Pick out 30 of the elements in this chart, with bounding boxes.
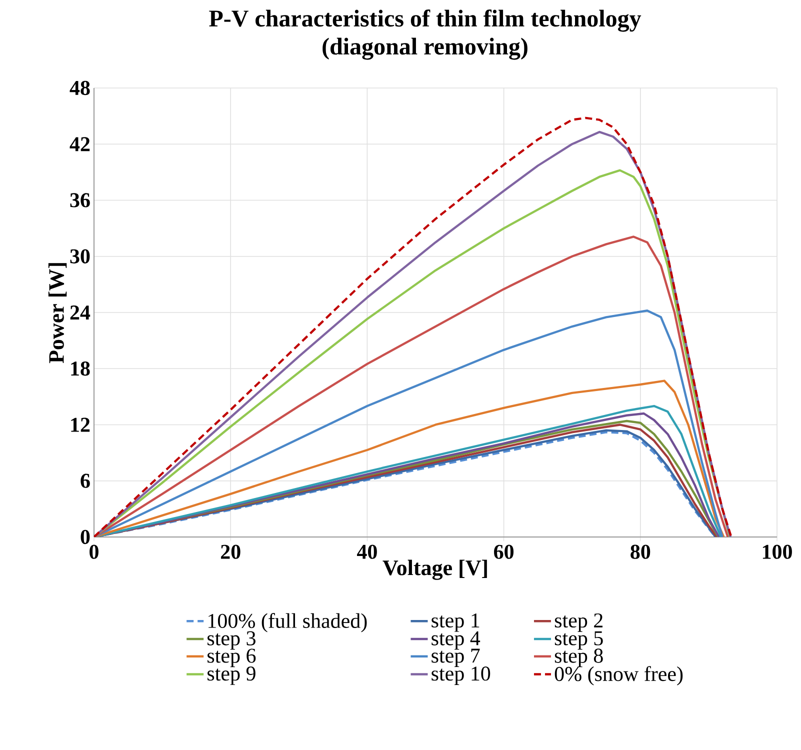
chart-subtitle: (diagonal removing) (322, 38, 528, 60)
x-tick-label: 80 (630, 544, 650, 559)
y-axis-title: Power [W] (48, 263, 67, 364)
legend-label: 0% (snow free) (554, 666, 683, 686)
legend-label: step 10 (432, 666, 490, 685)
y-tick-label: 48 (70, 80, 90, 96)
x-tick-label: 60 (494, 544, 514, 559)
legend-label: step 4 (432, 631, 480, 650)
legend-label: step 1 (432, 613, 480, 632)
y-tick-label: 42 (70, 137, 90, 152)
chart-title: P-V characteristics of thin film technology (209, 10, 642, 32)
legend-label: step 2 (554, 613, 602, 632)
legend-label: 100% (full shaded) (208, 613, 367, 632)
x-tick-label: 100 (762, 544, 792, 559)
y-tick-label: 12 (71, 418, 90, 432)
legend-label: step 7 (432, 648, 480, 667)
x-tick-label: 20 (220, 544, 240, 559)
x-tick-label: 40 (356, 544, 377, 559)
y-tick-label: 24 (70, 306, 90, 320)
legend-label: step 8 (554, 648, 603, 668)
legend-label: step 5 (554, 631, 603, 650)
y-tick-label: 36 (70, 193, 90, 208)
x-axis-title: Voltage [V] (382, 560, 487, 580)
y-tick-label: 18 (71, 362, 90, 376)
y-tick-label: 6 (80, 474, 90, 488)
legend-label: step 9 (208, 666, 256, 685)
legend-label: step 6 (208, 648, 256, 668)
y-tick-label: 30 (70, 249, 90, 264)
y-tick-label: 0 (80, 530, 90, 544)
legend-label: step 3 (208, 631, 256, 650)
